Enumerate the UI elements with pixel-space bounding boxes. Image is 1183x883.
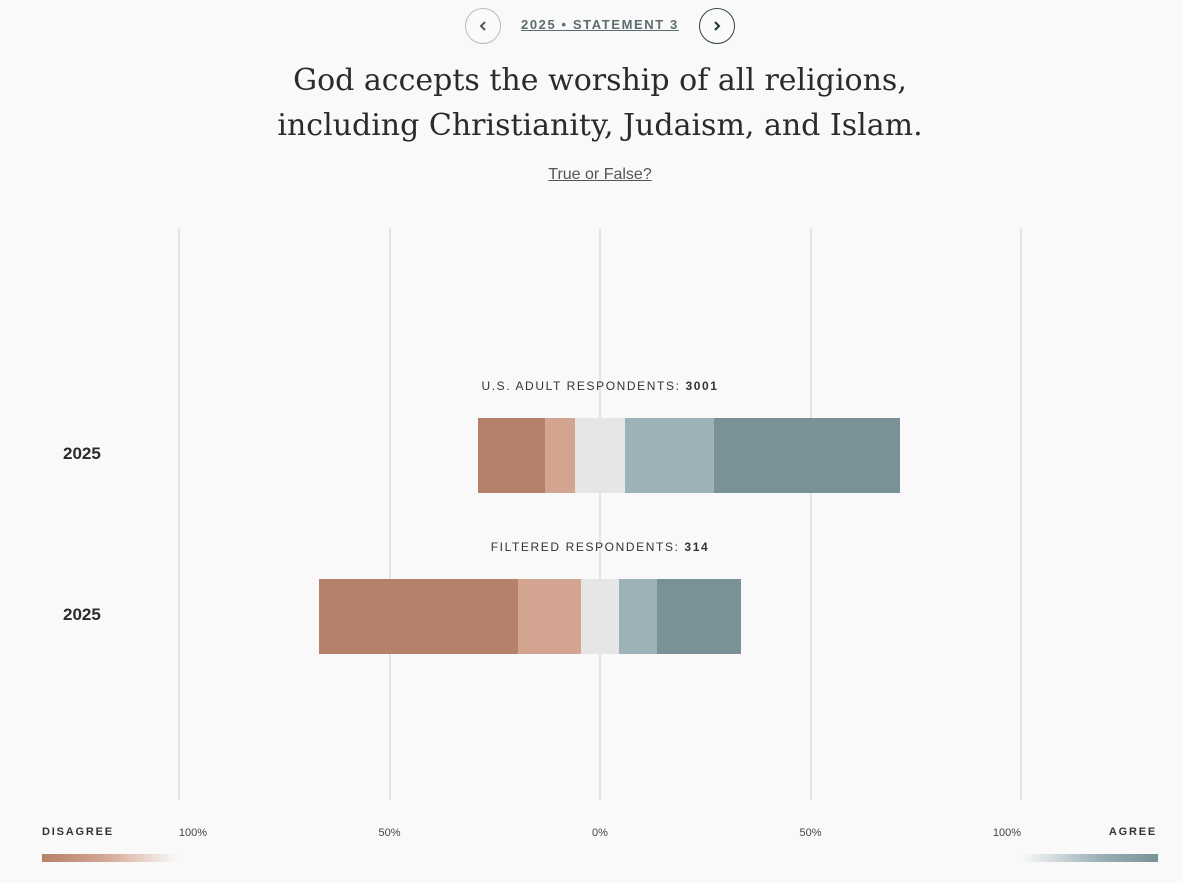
group-label: U.S. ADULT RESPONDENTS: 3001 xyxy=(481,379,718,393)
bar-segment-strongly-disagree[interactable] xyxy=(319,579,519,654)
bar-segment-strongly-disagree[interactable] xyxy=(477,418,545,493)
disagree-gradient xyxy=(42,854,177,862)
legend-disagree: DISAGREE xyxy=(42,826,114,838)
gridline xyxy=(178,228,180,800)
tick-label: 50% xyxy=(799,827,822,839)
gridline xyxy=(388,228,391,800)
tick-label: 100% xyxy=(178,827,208,839)
tick-label: 0% xyxy=(592,827,608,839)
group-count: 3001 xyxy=(685,379,719,393)
group-label: FILTERED RESPONDENTS: 314 xyxy=(491,540,710,554)
bar-segment-strongly-agree[interactable] xyxy=(713,418,900,493)
true-or-false-link[interactable]: True or False? xyxy=(548,166,652,183)
tick-label: 100% xyxy=(992,827,1022,839)
gridline xyxy=(809,228,812,800)
row-year: 2025 xyxy=(63,605,101,624)
bar-segment-disagree[interactable] xyxy=(544,418,575,493)
group-count: 314 xyxy=(684,540,710,554)
bar-segment-agree[interactable] xyxy=(618,579,657,654)
chevron-right-icon xyxy=(714,21,721,31)
bar-segment-disagree[interactable] xyxy=(518,579,582,654)
gridline xyxy=(1020,228,1022,800)
chevron-left-icon xyxy=(479,21,486,31)
bar-segment-agree[interactable] xyxy=(625,418,714,493)
statement-label[interactable]: 2025 • STATEMENT 3 xyxy=(521,17,679,32)
row-year: 2025 xyxy=(63,444,101,463)
bar-segment-neutral[interactable] xyxy=(574,418,626,493)
legend-agree: AGREE xyxy=(1108,826,1157,838)
bar-segment-neutral[interactable] xyxy=(581,579,619,654)
agree-gradient xyxy=(1023,854,1158,862)
statement-title: God accepts the worship of all religions… xyxy=(277,63,923,143)
group-name: U.S. ADULT RESPONDENTS: xyxy=(481,379,686,393)
bar-segment-strongly-agree[interactable] xyxy=(656,579,742,654)
next-statement-button[interactable] xyxy=(699,8,735,44)
statement-nav: 2025 • STATEMENT 3 xyxy=(0,8,1183,44)
gridline xyxy=(599,228,601,800)
group-name: FILTERED RESPONDENTS: xyxy=(490,540,685,554)
tick-label: 50% xyxy=(378,827,401,839)
prev-statement-button[interactable] xyxy=(465,8,501,44)
